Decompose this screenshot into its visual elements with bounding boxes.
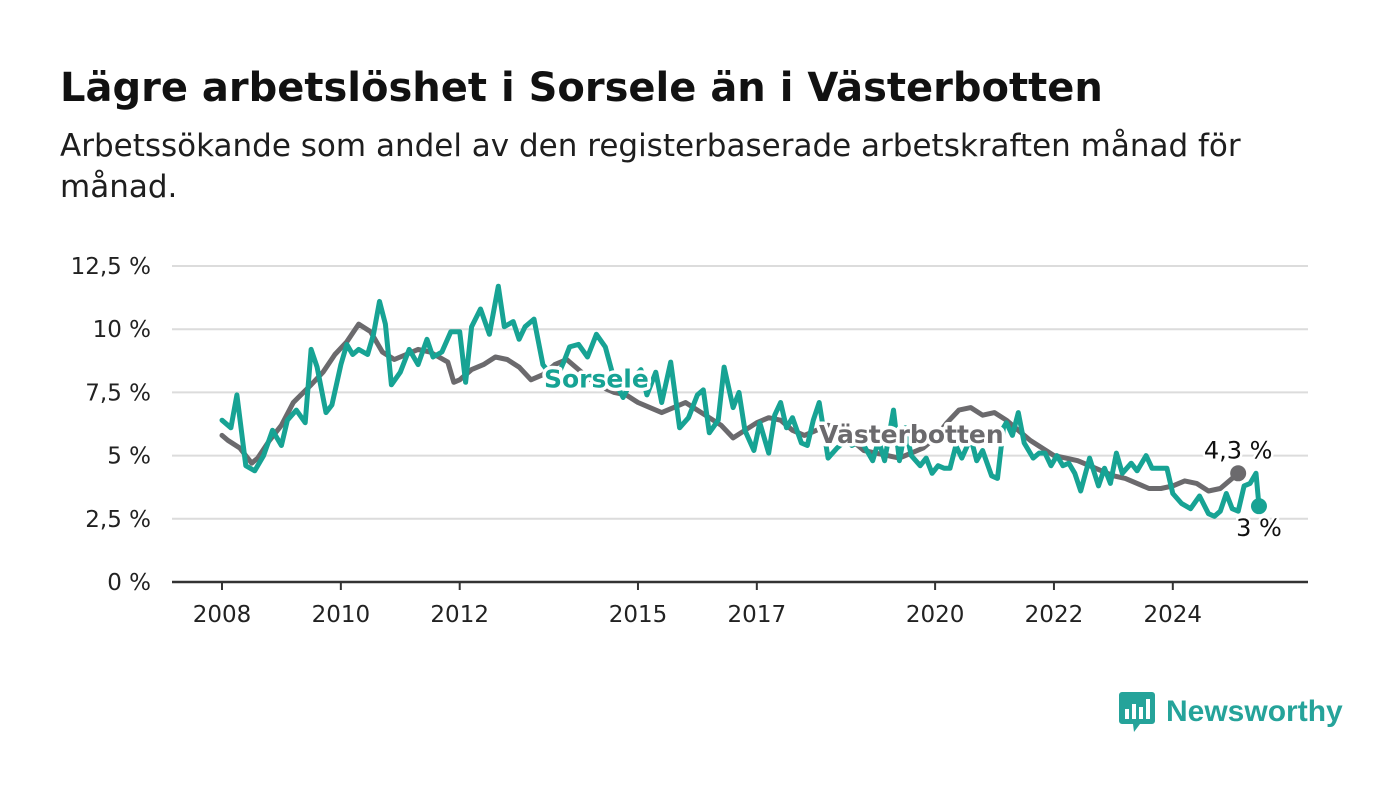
x-tick-label: 2008	[193, 602, 252, 628]
series-label-sorsele: Sorsele	[544, 364, 649, 393]
x-tick-label: 2015	[609, 602, 668, 628]
series-label-västerbotten: Västerbotten	[819, 420, 1004, 449]
series-line-sorsele	[219, 283, 1262, 519]
y-tick-label: 12,5 %	[71, 254, 151, 280]
end-value-label-sorsele: 3 %	[1236, 514, 1282, 542]
y-tick-label: 5 %	[107, 444, 151, 470]
x-tick-label: 2020	[906, 602, 965, 628]
brand-name: Newsworthy	[1166, 695, 1343, 728]
x-tick-label: 2024	[1144, 602, 1203, 628]
x-tick-label: 2017	[728, 602, 787, 628]
y-tick-label: 0 %	[107, 570, 151, 596]
x-tick-label: 2010	[312, 602, 371, 628]
newsworthy-logo: Newsworthy	[1118, 690, 1343, 734]
y-tick-label: 2,5 %	[85, 507, 151, 533]
end-point-västerbotten	[1230, 465, 1247, 482]
x-tick-label: 2022	[1025, 602, 1084, 628]
end-value-label-västerbotten: 4,3 %	[1204, 436, 1273, 464]
y-tick-label: 7,5 %	[85, 380, 151, 406]
chart-subtitle: Arbetssökande som andel av den registerb…	[60, 128, 1241, 205]
y-tick-label: 10 %	[93, 317, 151, 343]
chart-title: Lägre arbetslöshet i Sorsele än i Väster…	[60, 65, 1103, 111]
end-point-sorsele	[1250, 498, 1267, 515]
newsworthy-logo-icon	[1119, 692, 1155, 732]
x-tick-label: 2012	[430, 602, 489, 628]
